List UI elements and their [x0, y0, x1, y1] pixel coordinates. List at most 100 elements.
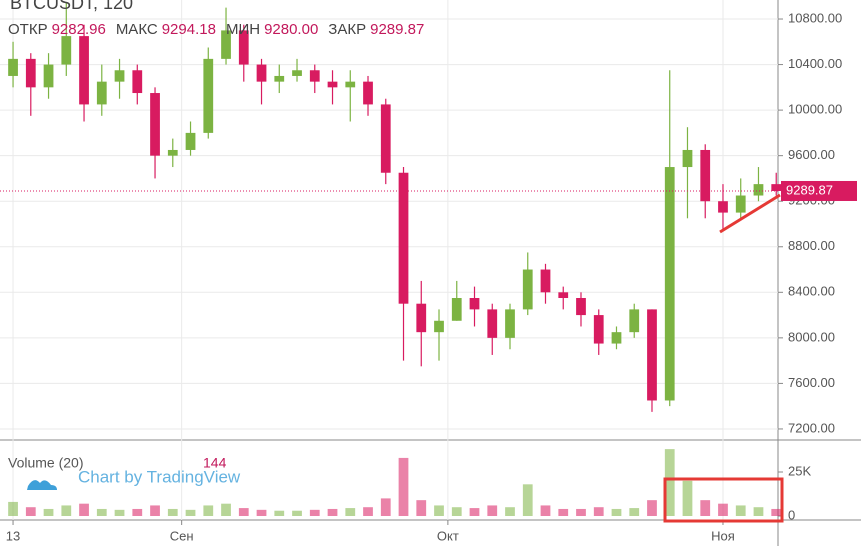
- volume-bar: [363, 507, 373, 516]
- volume-bar: [309, 509, 320, 516]
- volume-bar: [380, 498, 391, 516]
- volume-bar: [132, 508, 143, 516]
- candle-body: [593, 315, 604, 344]
- last-price-box: [781, 180, 857, 201]
- watermark: Chart by TradingView: [78, 467, 241, 486]
- candle-body: [664, 167, 675, 401]
- candle-body: [292, 70, 302, 76]
- volume-bar: [753, 507, 764, 516]
- candle-body: [25, 58, 36, 88]
- candle-body: [540, 269, 551, 293]
- candle-body: [522, 269, 533, 310]
- volume-bar: [398, 457, 409, 516]
- candle-body: [700, 149, 711, 202]
- volume-bar: [292, 510, 302, 516]
- volume-bar: [96, 508, 107, 516]
- volume-last: 144: [203, 455, 227, 471]
- candle-body: [96, 81, 107, 105]
- candle-body: [274, 75, 285, 82]
- marks: 9289.87: [0, 1, 857, 516]
- volume-bar: [522, 484, 533, 516]
- candle-body: [380, 104, 391, 173]
- volume-bar: [221, 503, 231, 516]
- candle-body: [114, 70, 125, 82]
- volume-bar: [540, 505, 551, 516]
- candle-body: [363, 81, 373, 105]
- candle-body: [416, 303, 427, 333]
- candle-body: [345, 81, 356, 88]
- candle-body: [398, 172, 409, 304]
- candle-body: [647, 309, 657, 401]
- ohlc-value: 9282.96: [52, 21, 106, 38]
- candle-body: [576, 298, 586, 316]
- volume-bar: [43, 508, 54, 516]
- candle-body: [434, 320, 444, 333]
- volume-bar: [79, 503, 89, 516]
- volume-bar: [327, 508, 338, 516]
- candle-body: [487, 309, 498, 338]
- volume-bar: [114, 509, 125, 516]
- volume-bar: [8, 501, 18, 516]
- y-tick-label: 10000.00: [788, 102, 842, 117]
- volume-bar: [771, 508, 782, 516]
- volume-bar: [61, 505, 72, 516]
- volume-bar: [487, 505, 498, 516]
- candle-body: [771, 184, 782, 191]
- volume-tick-label: 25K: [788, 463, 811, 478]
- candle-body: [150, 93, 160, 156]
- y-tick-label: 7600.00: [788, 375, 835, 390]
- y-tick-label: 10800.00: [788, 10, 842, 25]
- candle-body: [753, 184, 764, 196]
- y-tick-label: 8400.00: [788, 284, 835, 299]
- candle-body: [61, 36, 72, 65]
- candle-body: [79, 36, 89, 105]
- volume-bar: [238, 508, 249, 516]
- volume-bar: [469, 508, 480, 516]
- candle-body: [735, 195, 746, 213]
- ohlc-value: 9289.87: [370, 21, 424, 38]
- candle-body: [558, 292, 569, 299]
- volume-bar: [505, 507, 515, 516]
- y-tick-label: 8000.00: [788, 329, 835, 344]
- volume-bar: [256, 509, 267, 516]
- volume-bar: [185, 509, 196, 516]
- volume-bar: [203, 505, 214, 516]
- volume-bar: [434, 505, 444, 516]
- candle-body: [43, 64, 54, 88]
- x-tick-label: Сен: [170, 528, 194, 543]
- y-tick-label: 8800.00: [788, 238, 835, 253]
- y-tick-label: 9600.00: [788, 147, 835, 162]
- candle-body: [132, 70, 143, 94]
- candle-body: [221, 30, 231, 59]
- candle-body: [238, 30, 249, 65]
- volume-bar: [150, 505, 160, 516]
- volume-bar: [700, 500, 711, 516]
- ohlc-label: МАКС: [116, 21, 158, 38]
- volume-bar: [629, 508, 640, 516]
- ohlc-value: 9294.18: [162, 21, 216, 38]
- candle-body: [203, 58, 214, 133]
- candle-body: [629, 309, 640, 333]
- candle-body: [469, 298, 480, 310]
- y-tick-label: 7200.00: [788, 420, 835, 435]
- candle-body: [718, 201, 728, 213]
- last-price-label: 9289.87: [786, 182, 833, 197]
- volume-bar: [735, 505, 746, 516]
- x-tick-label: 13: [6, 528, 20, 543]
- volume-label: Volume (20): [8, 455, 83, 471]
- volume-bar: [718, 503, 728, 516]
- y-tick-label: 10400.00: [788, 56, 842, 71]
- candle-body: [451, 298, 462, 321]
- volume-bar: [167, 508, 178, 516]
- x-tick-label: Окт: [437, 528, 459, 543]
- x-tick-label: Ноя: [711, 528, 735, 543]
- ohlc-label: ЗАКР: [328, 21, 366, 38]
- drawn-trendline: [719, 193, 781, 234]
- volume-bar: [274, 510, 285, 516]
- volume-bar: [664, 449, 675, 516]
- volume-bar: [593, 507, 604, 516]
- candle-body: [327, 81, 338, 88]
- drawn-rectangle: [663, 477, 784, 523]
